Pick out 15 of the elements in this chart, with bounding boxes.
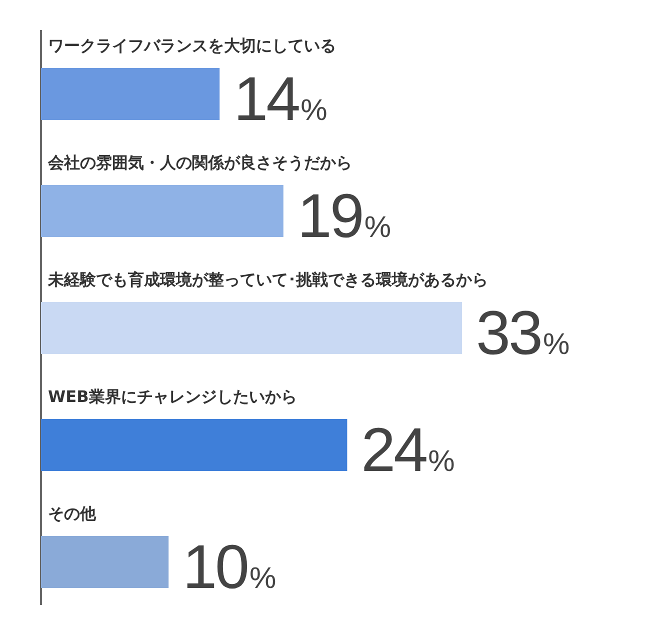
data-label: 24% xyxy=(361,416,455,485)
data-label: 14% xyxy=(234,65,328,134)
y-tick-label: 会社の雰囲気・人の関係が良さそうだから xyxy=(47,153,352,172)
bar xyxy=(41,419,348,471)
bar xyxy=(41,185,284,237)
data-label: 19% xyxy=(297,182,392,251)
data-label: 10% xyxy=(182,533,276,602)
y-tick-label: その他 xyxy=(48,504,97,523)
y-tick-label: ワークライフバランスを大切にしている xyxy=(48,36,336,55)
y-tick-label: 未経験でも育成環境が整っていて･挑戦できる環境があるから xyxy=(47,270,488,289)
bar xyxy=(41,536,169,588)
bar xyxy=(41,302,462,354)
y-tick-label: WEB業界にチャレンジしたいから xyxy=(48,387,297,406)
bar xyxy=(41,68,220,120)
data-label: 33% xyxy=(476,299,570,368)
